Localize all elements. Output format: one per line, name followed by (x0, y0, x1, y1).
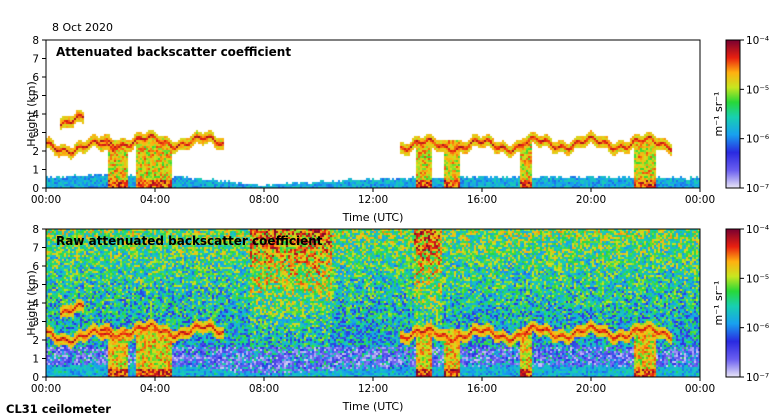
y-axis-label-top: Height (km) (25, 81, 38, 147)
y-tick-label: 5 (32, 280, 39, 292)
colorbar-top-bar (725, 39, 741, 189)
x-tick-label: 00:00 (31, 383, 61, 395)
y-tick-label: 8 (32, 224, 39, 236)
x-tick-label: 04:00 (140, 383, 170, 395)
y-tick-label: 2 (32, 335, 39, 347)
heatmap-cells-top (46, 40, 700, 188)
colorbar-bottom-bar (725, 228, 741, 378)
x-tick-label: 12:00 (358, 194, 388, 206)
date-label: 8 Oct 2020 (52, 21, 113, 34)
colorbar-tick-label: 10⁻⁷ (746, 372, 769, 384)
x-axis-bottom: 00:00 04:00 08:00 12:00 16:00 20:00 00:00 (31, 377, 715, 395)
heatmap-cells-bottom (46, 229, 700, 377)
y-tick-label: 3 (32, 317, 39, 329)
y-tick-label: 0 (32, 372, 39, 384)
x-tick-label: 16:00 (467, 383, 497, 395)
x-tick-label: 00:00 (685, 383, 715, 395)
x-axis-top: 00:00 04:00 08:00 12:00 16:00 20:00 00:00 (31, 188, 715, 206)
heatmap-bottom (46, 229, 700, 377)
y-axis-top: 0 1 2 3 4 5 6 7 8 (32, 35, 46, 195)
y-tick-label: 8 (32, 35, 39, 47)
colorbar-tick-label: 10⁻⁷ (746, 183, 769, 195)
colorbar-bottom: 10⁻⁴ 10⁻⁵ 10⁻⁶ 10⁻⁷ m⁻¹ sr⁻¹ (712, 224, 769, 384)
x-tick-label: 00:00 (31, 194, 61, 206)
y-axis-bottom: 0 1 2 3 4 5 6 7 8 (32, 224, 46, 384)
colorbar-tick-label: 10⁻⁴ (746, 224, 769, 236)
y-tick-label: 1 (32, 165, 39, 177)
colorbar-unit-bottom: m⁻¹ sr⁻¹ (712, 281, 725, 326)
colorbar-tick-label: 10⁻⁶ (746, 134, 769, 146)
x-tick-label: 16:00 (467, 194, 497, 206)
x-tick-label: 20:00 (576, 194, 606, 206)
y-tick-label: 0 (32, 183, 39, 195)
y-tick-label: 4 (32, 298, 39, 310)
colorbar-tick-label: 10⁻⁶ (746, 323, 769, 335)
x-axis-label-top: Time (UTC) (342, 211, 404, 224)
y-tick-label: 2 (32, 146, 39, 158)
y-tick-label: 6 (32, 72, 39, 84)
x-tick-label: 12:00 (358, 383, 388, 395)
panel-title-top: Attenuated backscatter coefficient (56, 45, 291, 59)
panel-title-bottom: Raw attenuated backscatter coefficient (56, 234, 323, 248)
colorbar-tick-label: 10⁻⁵ (746, 84, 769, 96)
y-tick-label: 1 (32, 354, 39, 366)
y-axis-label-bottom: Height (km) (25, 270, 38, 336)
y-tick-label: 7 (32, 54, 39, 66)
x-tick-label: 08:00 (249, 383, 279, 395)
y-tick-label: 3 (32, 128, 39, 140)
colorbar-tick-label: 10⁻⁴ (746, 35, 769, 47)
x-tick-label: 08:00 (249, 194, 279, 206)
y-tick-label: 7 (32, 243, 39, 255)
colorbar-tick-label: 10⁻⁵ (746, 273, 769, 285)
y-tick-label: 6 (32, 261, 39, 273)
x-tick-label: 00:00 (685, 194, 715, 206)
x-tick-label: 04:00 (140, 194, 170, 206)
panel-top: Attenuated backscatter coefficient 0 1 2 3 4… (25, 35, 715, 224)
y-tick-label: 5 (32, 91, 39, 103)
panel-bottom: Raw attenuated backscatter coefficient 0… (25, 224, 715, 413)
instrument-label: CL31 ceilometer (6, 402, 111, 416)
x-axis-label-bottom: Time (UTC) (342, 400, 404, 413)
x-tick-label: 20:00 (576, 383, 606, 395)
heatmap-top (46, 40, 700, 188)
colorbar-top: 10⁻⁴ 10⁻⁵ 10⁻⁶ 10⁻⁷ m⁻¹ sr⁻¹ (712, 35, 769, 195)
y-tick-label: 4 (32, 109, 39, 121)
colorbar-unit-top: m⁻¹ sr⁻¹ (712, 92, 725, 137)
